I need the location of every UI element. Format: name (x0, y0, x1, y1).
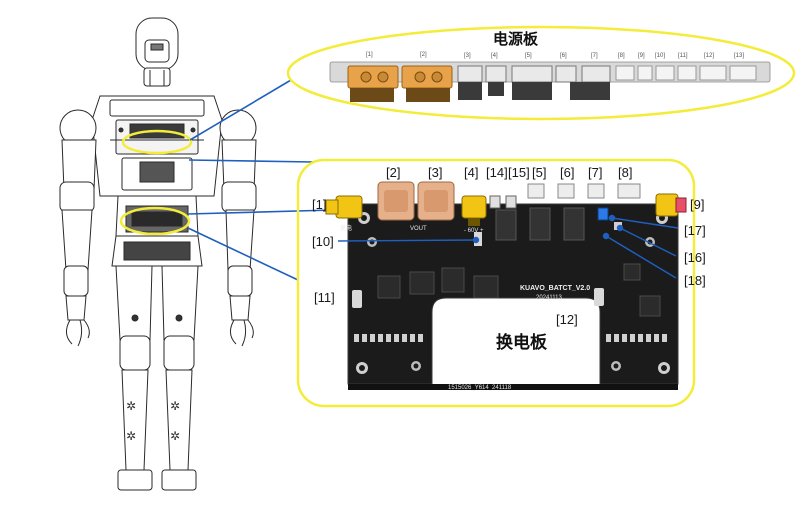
svg-text:✲: ✲ (170, 429, 180, 443)
power-connector-13 (729, 65, 757, 81)
svg-text:✲: ✲ (126, 399, 136, 413)
torso-highlight-ellipse (121, 129, 193, 155)
callout-6: [6] (560, 165, 574, 180)
power-connector-2 (401, 65, 453, 89)
callout-labels: [1] [2] [3] [4] [14] [15] [5] [6] [7] [8… (312, 165, 706, 327)
power-board: [1] [2] [3] [4] [5] [6] [7] [8] [9] [10]… (329, 52, 771, 102)
callout-10: [10] (312, 234, 334, 249)
robot-right-arm (219, 109, 257, 347)
chip-f (639, 295, 661, 317)
vout-text: VOUT (410, 226, 427, 232)
power-connector-7 (581, 65, 611, 83)
callout-14: [14] (486, 165, 508, 180)
fuse-11 (352, 290, 362, 308)
power-board-highlight-ellipse (286, 25, 796, 121)
callout-11: [11] (314, 290, 335, 305)
power-connector-5 (511, 65, 553, 83)
power-label-4: [4] (491, 53, 498, 59)
pin-header-left (354, 334, 423, 342)
callout-4: [4] (464, 165, 478, 180)
power-connector-4 (485, 65, 507, 83)
leader-lines (187, 79, 334, 281)
power-label-10: [10] (655, 53, 665, 59)
robot-torso (91, 95, 223, 237)
robot-drawing: ✲ ✲ ✲ ✲ (59, 17, 257, 491)
connector-9 (655, 193, 679, 217)
power-connector-8 (615, 65, 635, 81)
chip-b (409, 271, 435, 295)
callout-16: [16] (684, 250, 706, 265)
power-board-title: 电源板 (493, 30, 539, 48)
callout-9: [9] (690, 197, 704, 212)
power-connector-1 (347, 65, 399, 89)
power-connector-6 (555, 65, 577, 83)
relay-block-2 (529, 207, 551, 241)
board-model-text: KUAVO_BATCT_V2.0 (520, 285, 590, 292)
chip-d (473, 275, 499, 299)
callout-12: [12] (556, 312, 578, 327)
chip-c (441, 267, 465, 293)
power-label-5: [5] (525, 53, 532, 59)
power-label-11: [11] (678, 53, 688, 59)
callout-18: [18] (684, 273, 706, 288)
power-label-9: [9] (638, 53, 645, 59)
board-serial-text: 1515026_Y614_241118 (448, 385, 512, 391)
robot-head (135, 17, 179, 87)
power-label-1: [1] (366, 52, 373, 58)
connector-8 (617, 183, 641, 199)
power-connector-10 (655, 65, 675, 81)
svg-text:✲: ✲ (170, 399, 180, 413)
power-label-2: [2] (420, 52, 427, 58)
robot-left-arm (59, 109, 97, 347)
callout-17: [17] (684, 223, 706, 238)
power-label-8: [8] (618, 53, 625, 59)
robot-legs: ✲ ✲ ✲ ✲ (115, 265, 199, 491)
power-label-12: [12] (704, 53, 714, 59)
callout-5: [5] (532, 165, 546, 180)
connector-15 (505, 195, 517, 209)
power-connector-11 (677, 65, 697, 81)
chip-e (623, 263, 641, 281)
robot-pelvis (111, 235, 203, 267)
pin-header-right (606, 334, 667, 342)
swap-board-title: 换电板 (496, 332, 548, 353)
power-connector-3 (457, 65, 483, 83)
connector-5 (527, 183, 545, 199)
relay-block-4 (597, 207, 609, 221)
connector-7 (587, 183, 605, 199)
charge-text: 充电 (340, 224, 352, 232)
callout-15: [15] (508, 165, 530, 180)
swap-board-pcb (347, 203, 679, 385)
callout-8: [8] (618, 165, 632, 180)
power-label-13: [13] (734, 53, 744, 59)
xt60-connector (461, 195, 487, 219)
pelvis-highlight-ellipse (119, 206, 191, 236)
charge-connector (335, 195, 363, 219)
power-label-6: [6] (560, 53, 567, 59)
chip-a (377, 275, 401, 299)
swap-board: 充电 VOUT - 60V + (325, 181, 687, 391)
power-connector-12 (699, 65, 727, 81)
voltage-text: - 60V + (464, 228, 484, 234)
connector-14 (489, 195, 501, 209)
callout-1: [1] (312, 197, 326, 212)
power-connector-9 (637, 65, 653, 81)
callout-2: [2] (386, 165, 400, 180)
callout-7: [7] (588, 165, 602, 180)
power-label-7: [7] (591, 53, 598, 59)
relay-block-3 (563, 207, 585, 241)
board-date-text: 20241113 (536, 295, 562, 301)
power-label-3: [3] (464, 53, 471, 59)
relay-block-1 (495, 209, 517, 241)
connector-6 (557, 183, 575, 199)
callout-3: [3] (428, 165, 442, 180)
swap-board-highlight-frame (296, 158, 696, 408)
svg-text:✲: ✲ (126, 429, 136, 443)
callout-lines (337, 214, 679, 279)
